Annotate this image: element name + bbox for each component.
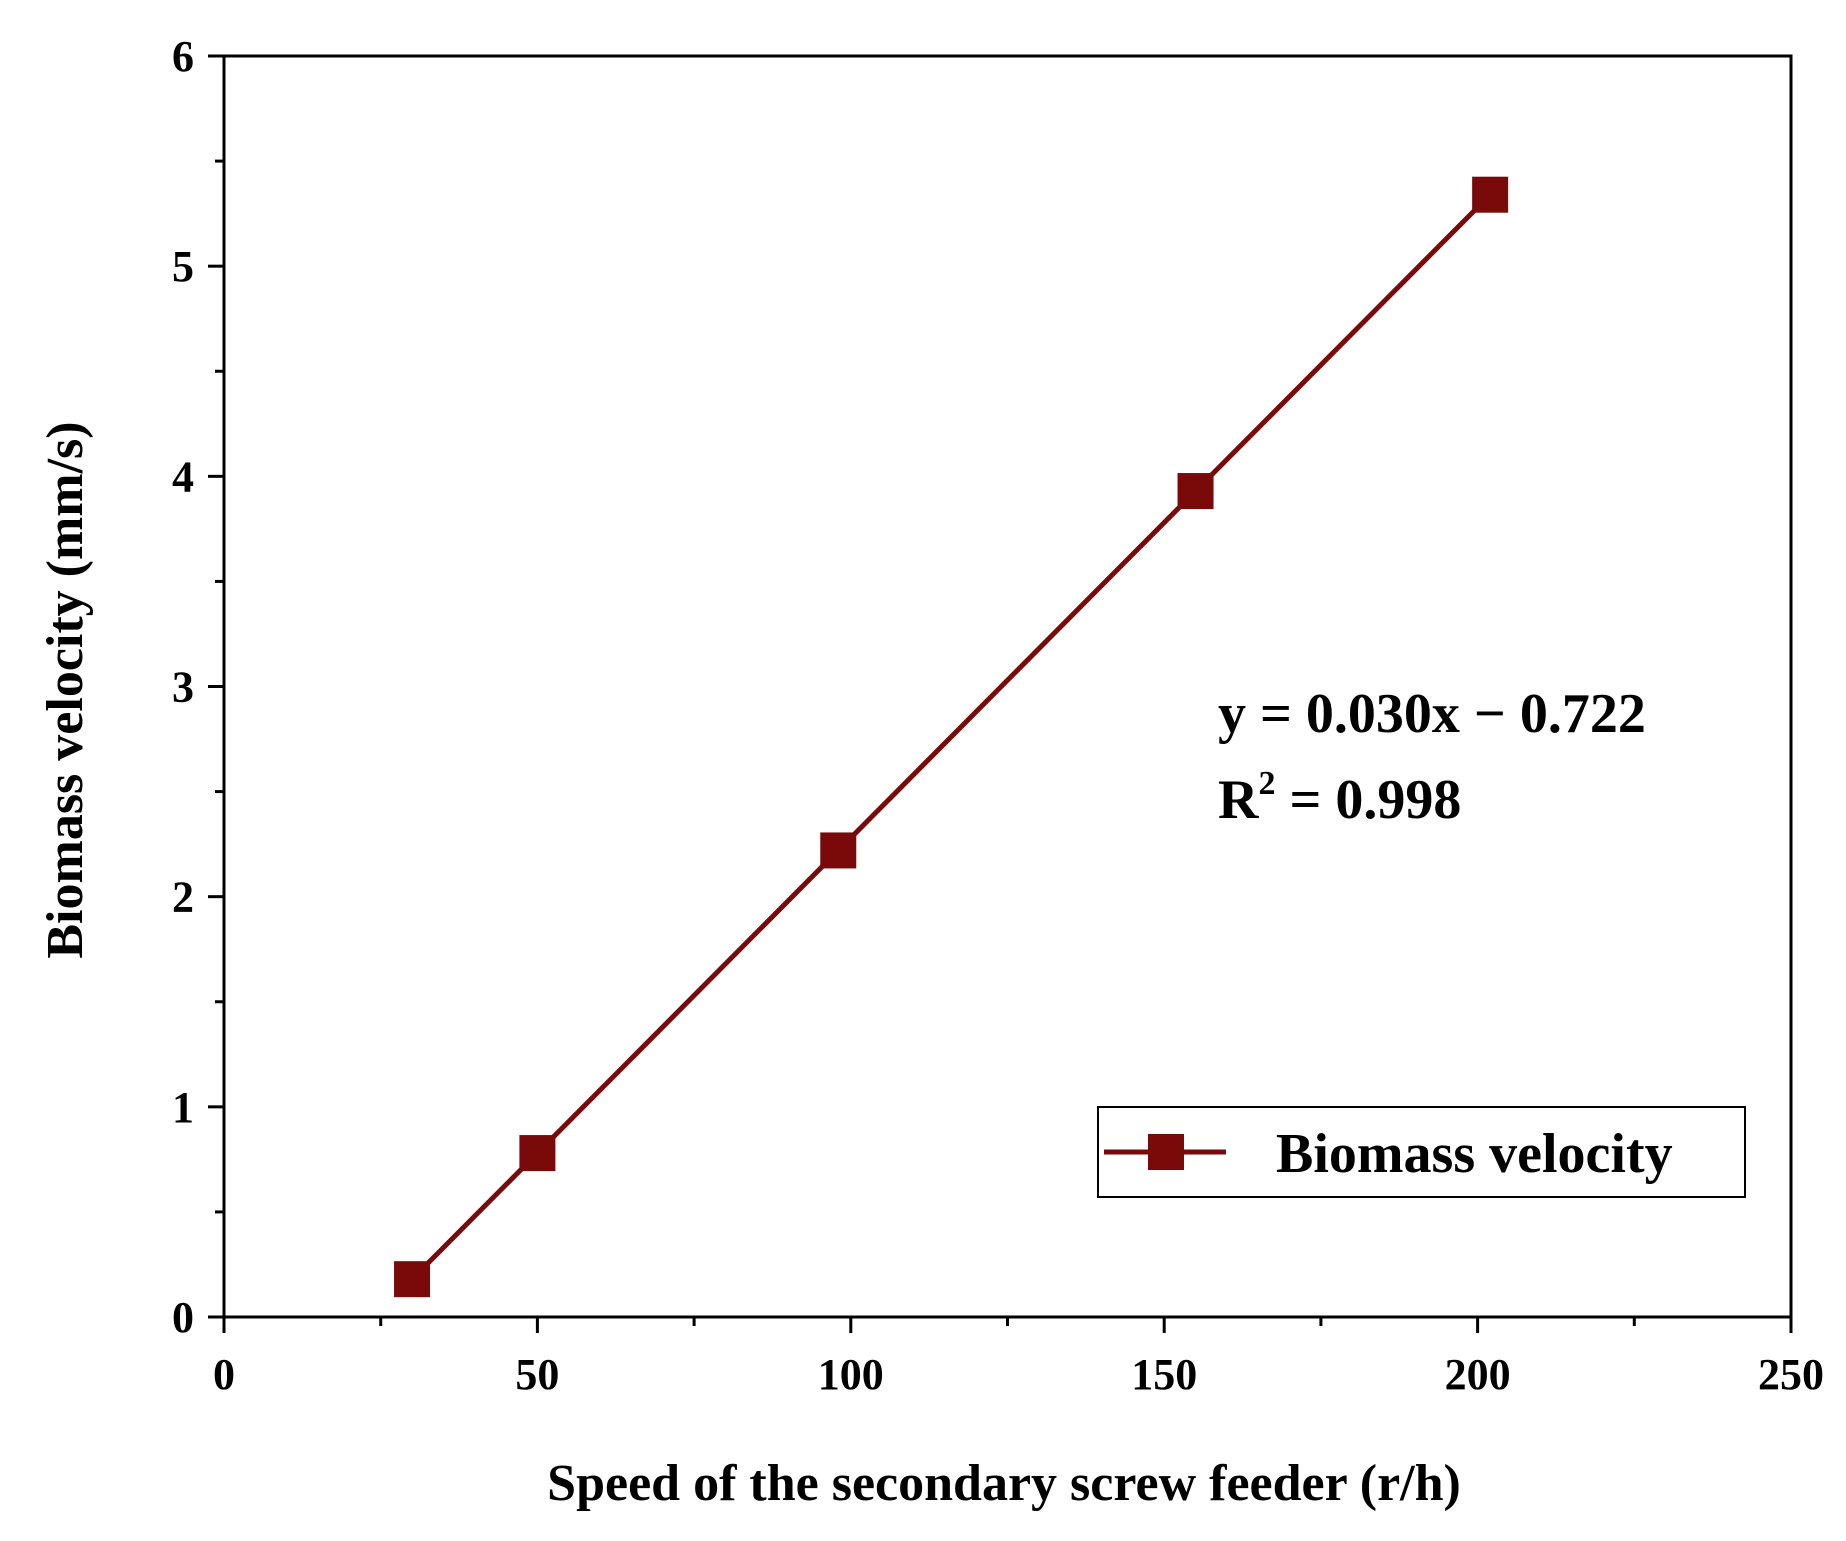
- x-tick-label: 150: [1131, 1350, 1197, 1399]
- data-point: [519, 1135, 556, 1172]
- x-axis-title: Speed of the secondary screw feeder (r/h…: [547, 1455, 1461, 1512]
- regression-equation: y = 0.030x − 0.722: [1218, 683, 1646, 745]
- r-squared-value: = 0.998: [1275, 769, 1461, 831]
- axis-ticks: [208, 54, 1793, 1333]
- x-tick-label: 250: [1758, 1350, 1824, 1399]
- r-squared-prefix: R: [1218, 769, 1259, 831]
- r-squared-superscript: 2: [1258, 765, 1275, 802]
- legend-marker-sample: [1148, 1134, 1184, 1170]
- data-point: [820, 832, 857, 869]
- y-tick-label: 5: [172, 242, 194, 291]
- y-tick-label: 4: [172, 452, 194, 501]
- x-tick-label: 50: [515, 1350, 559, 1399]
- legend: Biomass velocity: [1097, 1106, 1746, 1198]
- data-point: [1177, 473, 1214, 510]
- y-tick-label: 1: [172, 1083, 194, 1132]
- y-tick-label: 0: [172, 1293, 194, 1342]
- x-tick-label: 100: [818, 1350, 884, 1399]
- y-tick-label: 6: [172, 32, 194, 81]
- data-point: [1472, 176, 1509, 213]
- data-point: [394, 1261, 431, 1298]
- y-tick-label: 2: [172, 873, 194, 922]
- axis-tick-labels: 0 50 100 150 200 250 0 1 2 3 4 5 6: [172, 32, 1824, 1399]
- y-tick-label: 3: [172, 663, 194, 712]
- x-tick-label: 200: [1445, 1350, 1511, 1399]
- x-tick-label: 0: [213, 1350, 235, 1399]
- legend-label: Biomass velocity: [1276, 1123, 1673, 1185]
- series-layer: [394, 176, 1509, 1298]
- r-squared: R2 = 0.998: [1218, 765, 1461, 831]
- y-axis-title: Biomass velocity (mm/s): [37, 421, 94, 958]
